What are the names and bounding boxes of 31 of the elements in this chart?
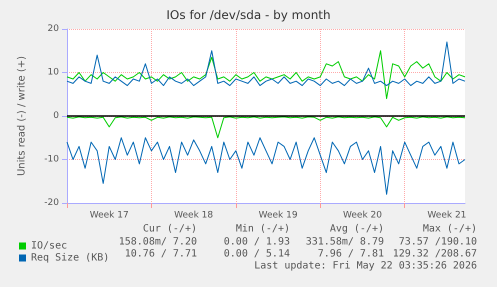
x-tick-label: Week 17	[90, 210, 129, 220]
text: Last update: Fri May 22 03:35:26 2026	[254, 260, 477, 272]
text: Avg (-/+)	[330, 224, 384, 234]
text: 0.00 / 5.14	[224, 248, 290, 260]
text: 129.32 /208.67	[392, 248, 477, 260]
text: Max (-/+)	[422, 224, 477, 234]
y-tick-label: 0	[53, 111, 60, 121]
text: Min (-/+)	[236, 224, 290, 234]
text: 10.76 / 7.71	[124, 248, 197, 260]
legend-label: Req Size (KB)	[31, 252, 110, 264]
y-tick-label: 10	[48, 68, 60, 78]
text: 331.58m/ 8.79	[306, 236, 384, 248]
chart-title: IOs for /dev/sda - by month	[166, 8, 331, 22]
text: Cur (-/+)	[142, 224, 197, 234]
x-tick-label: Week 18	[174, 210, 214, 220]
text: 7.96 / 7.81	[318, 248, 384, 260]
y-axis-title: Units read (-) / write (+)	[16, 56, 28, 176]
x-tick-label: Week 20	[342, 210, 382, 220]
line-series	[66, 116, 466, 138]
line-series	[66, 137, 466, 195]
legend-label: IO/sec	[31, 240, 68, 252]
text: 158.08m/ 7.20	[118, 236, 197, 248]
y-tick-label: 20	[48, 24, 60, 34]
line-series	[66, 42, 466, 86]
x-tick-label: Week 19	[258, 210, 298, 220]
x-tick-label: Week 21	[427, 210, 466, 220]
y-tick-label: -20	[44, 198, 60, 208]
text: 0.00 / 1.93	[224, 236, 290, 248]
y-tick-label: -10	[44, 154, 60, 164]
line-series	[66, 50, 466, 100]
text: 73.57 /190.10	[398, 236, 477, 248]
